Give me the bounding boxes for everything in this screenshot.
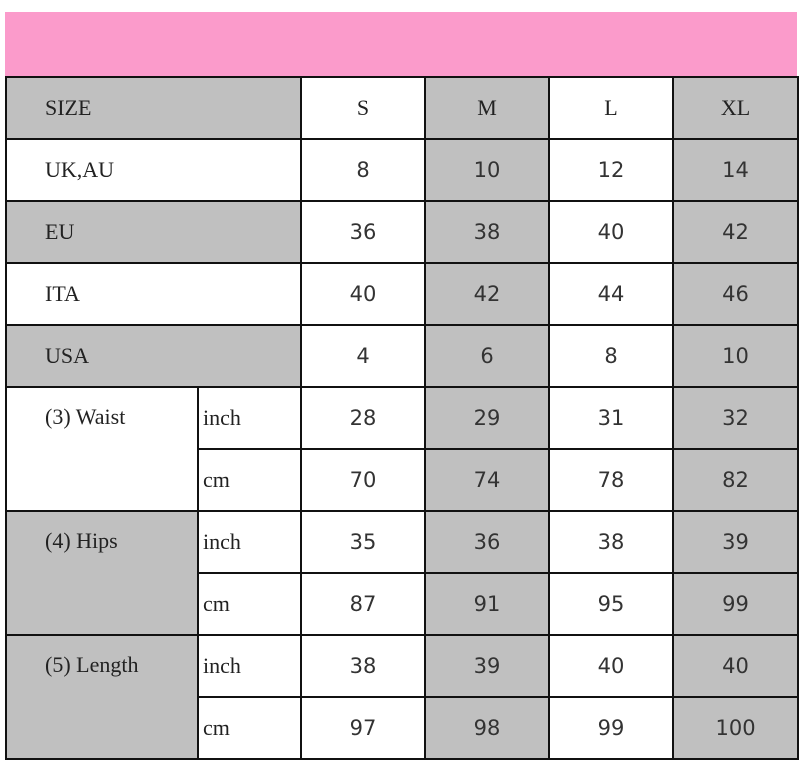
unit-label: inch <box>196 510 303 574</box>
size-value: 44 <box>548 262 675 326</box>
row-label: USA <box>4 324 303 388</box>
size-value: 14 <box>672 138 800 202</box>
measure-label: (3) Waist <box>5 386 199 512</box>
measure-value: 31 <box>548 386 675 450</box>
row-label: ITA <box>4 262 303 326</box>
table-row: UK,AU 8 10 12 14 <box>4 138 800 202</box>
header-band <box>5 12 797 76</box>
row-label: EU <box>4 200 303 264</box>
measure-label: (5) Length <box>5 634 199 760</box>
table-row-header: SIZE S M L XL <box>4 76 800 140</box>
unit-label: inch <box>196 634 303 698</box>
size-value: 10 <box>672 324 800 388</box>
measure-value: 70 <box>300 448 427 512</box>
measure-value: 95 <box>548 572 675 636</box>
table-row: cm 87 91 95 99 <box>6 572 800 636</box>
size-value: 10 <box>424 138 551 202</box>
unit-label: cm <box>196 572 303 636</box>
measure-value: 39 <box>672 510 800 574</box>
measure-value: 99 <box>548 696 675 760</box>
measure-value: 100 <box>672 696 800 760</box>
measure-value: 36 <box>424 510 551 574</box>
measure-value: 28 <box>300 386 427 450</box>
table-row: cm 97 98 99 100 <box>6 696 800 760</box>
size-value: 40 <box>300 262 427 326</box>
size-header-xl: XL <box>672 76 800 140</box>
measure-value: 29 <box>424 386 551 450</box>
size-value: 42 <box>672 200 800 264</box>
measure-value: 91 <box>424 572 551 636</box>
measure-value: 78 <box>548 448 675 512</box>
measure-value: 35 <box>300 510 427 574</box>
table-row: ITA 40 42 44 46 <box>4 262 800 326</box>
measure-value: 82 <box>672 448 800 512</box>
unit-label: cm <box>196 448 303 512</box>
measure-value: 40 <box>548 634 675 698</box>
table-row: (4) Hips inch 35 36 38 39 <box>5 510 800 636</box>
size-value: 40 <box>548 200 675 264</box>
table-row: EU 36 38 40 42 <box>4 200 800 264</box>
measure-label: (4) Hips <box>5 510 199 636</box>
size-value: 8 <box>548 324 675 388</box>
measure-value: 40 <box>672 634 800 698</box>
unit-label: cm <box>196 696 303 760</box>
size-value: 42 <box>424 262 551 326</box>
unit-label: inch <box>196 386 303 450</box>
size-value: 4 <box>300 324 427 388</box>
size-value: 6 <box>424 324 551 388</box>
table-row: (3) Waist inch 28 29 31 32 <box>5 386 800 512</box>
size-header-l: L <box>548 76 675 140</box>
row-label: UK,AU <box>4 138 303 202</box>
size-value: 8 <box>300 138 427 202</box>
measure-value: 87 <box>300 572 427 636</box>
table-row: cm 70 74 78 82 <box>6 448 800 512</box>
size-value: 46 <box>672 262 800 326</box>
size-header-s: S <box>300 76 427 140</box>
measure-value: 38 <box>548 510 675 574</box>
size-value: 36 <box>300 200 427 264</box>
measure-value: 99 <box>672 572 800 636</box>
table-row: USA 4 6 8 10 <box>4 324 800 388</box>
size-value: 12 <box>548 138 675 202</box>
size-header-label: SIZE <box>4 76 303 140</box>
measure-value: 32 <box>672 386 800 450</box>
size-header-m: M <box>424 76 551 140</box>
measure-value: 39 <box>424 634 551 698</box>
size-value: 38 <box>424 200 551 264</box>
measure-value: 74 <box>424 448 551 512</box>
size-chart-table: SIZE S M L XL UK,AU 8 10 12 14 EU 36 38 40 42 ITA 40 42 44… <box>4 76 800 760</box>
table-row: (5) Length inch 38 39 40 40 <box>5 634 800 760</box>
measure-value: 97 <box>300 696 427 760</box>
measure-value: 98 <box>424 696 551 760</box>
measure-value: 38 <box>300 634 427 698</box>
